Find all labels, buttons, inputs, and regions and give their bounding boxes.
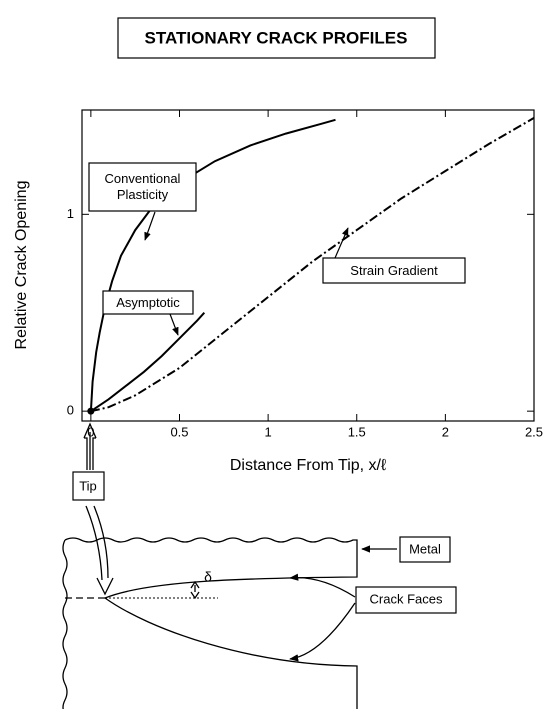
x-tick-label: 1.5 — [348, 424, 366, 439]
metal-outline — [64, 537, 358, 709]
annotation-box — [102, 290, 194, 315]
crack-face-arrow-top — [289, 573, 356, 598]
metal-box — [399, 536, 451, 563]
series-label: Strain Gradient — [350, 262, 438, 278]
chart-title: STATIONARY CRACK PROFILES — [145, 28, 408, 47]
crack-face-arrow-bottom — [289, 602, 356, 662]
metal-left-edge — [62, 539, 68, 709]
series-line — [90, 117, 535, 413]
x-axis-label: Distance From Tip, x/ℓ — [230, 457, 386, 474]
series-label: Conventional Plasticity — [104, 171, 181, 202]
annotation-box — [88, 162, 197, 212]
tip-box — [72, 471, 105, 501]
annotation-box — [322, 257, 466, 284]
annotation-arrow — [334, 227, 349, 259]
crack-faces-box — [355, 586, 457, 614]
y-axis-label: Relative Crack Opening — [13, 181, 30, 350]
annotation: Conventional Plasticity — [104, 171, 181, 202]
metal-label: Metal — [409, 541, 441, 556]
tip-arrow — [83, 422, 97, 470]
x-tick-label: 2.5 — [525, 424, 543, 439]
series-line — [90, 312, 206, 413]
crack-faces-label: Crack Faces — [370, 591, 443, 606]
crack-diagram — [62, 422, 397, 709]
tip-curved-arrow — [85, 505, 114, 596]
delta-label: δ — [204, 569, 212, 585]
y-tick-label: 1 — [67, 206, 74, 221]
tip-label: Tip — [79, 478, 97, 493]
title-box — [117, 17, 436, 59]
y-tick-label: 0 — [67, 403, 74, 418]
x-tick-label: 2 — [442, 424, 449, 439]
series-label: Asymptotic — [116, 294, 180, 310]
annotation-arrow — [169, 313, 179, 336]
annotation: Strain Gradient — [350, 262, 438, 278]
annotation-arrow — [144, 211, 156, 241]
x-tick-label: 0.5 — [170, 424, 188, 439]
tip-dot — [87, 407, 95, 415]
x-tick-label: 1 — [265, 424, 272, 439]
plot-frame — [81, 109, 535, 422]
annotation: Asymptotic — [116, 294, 180, 310]
delta-arrow — [190, 580, 200, 600]
x-tick-label: 0 — [87, 424, 94, 439]
series-line — [89, 118, 336, 412]
